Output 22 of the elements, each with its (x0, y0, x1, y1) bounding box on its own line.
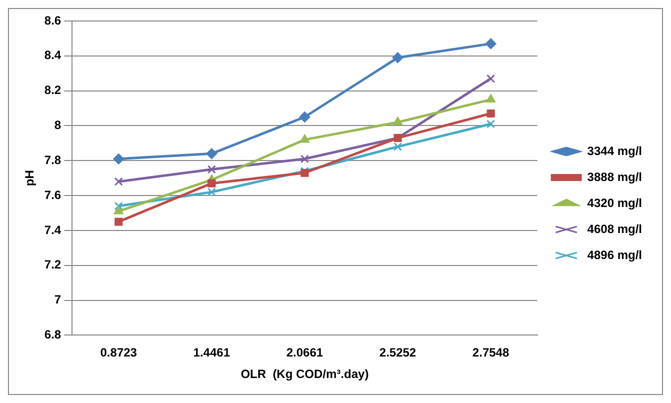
legend-label: 3344 mg/l (587, 144, 642, 158)
x-tick-label: 2.0661 (286, 346, 324, 360)
x-tick-label: 2.7548 (472, 346, 510, 360)
y-tick-label: 8.2 (44, 83, 62, 98)
y-tick-label: 7 (54, 292, 62, 307)
x-tick-label: 1.4461 (193, 346, 230, 360)
x-axis-title: OLR (Kg COD/m³.day) (240, 367, 369, 382)
legend-label: 4608 mg/l (587, 222, 642, 236)
y-tick-label: 8.4 (44, 48, 62, 62)
y-tick-label: 8 (54, 118, 62, 132)
y-tick-label: 6.8 (44, 328, 62, 342)
y-tick-label: 7.6 (44, 188, 62, 202)
y-axis-title: pH (22, 170, 37, 186)
legend-label: 4896 mg/l (587, 248, 642, 262)
y-tick-label: 7.4 (44, 222, 62, 237)
x-tick-label: 0.8723 (100, 346, 138, 360)
legend-label: 4320 mg/l (587, 196, 642, 210)
y-tick-label: 8.6 (44, 13, 62, 28)
y-tick-label: 7.2 (44, 258, 62, 272)
x-tick-label: 2.5252 (379, 346, 416, 360)
legend-label: 3888 mg/l (587, 170, 642, 184)
y-tick-label: 7.8 (44, 152, 62, 167)
